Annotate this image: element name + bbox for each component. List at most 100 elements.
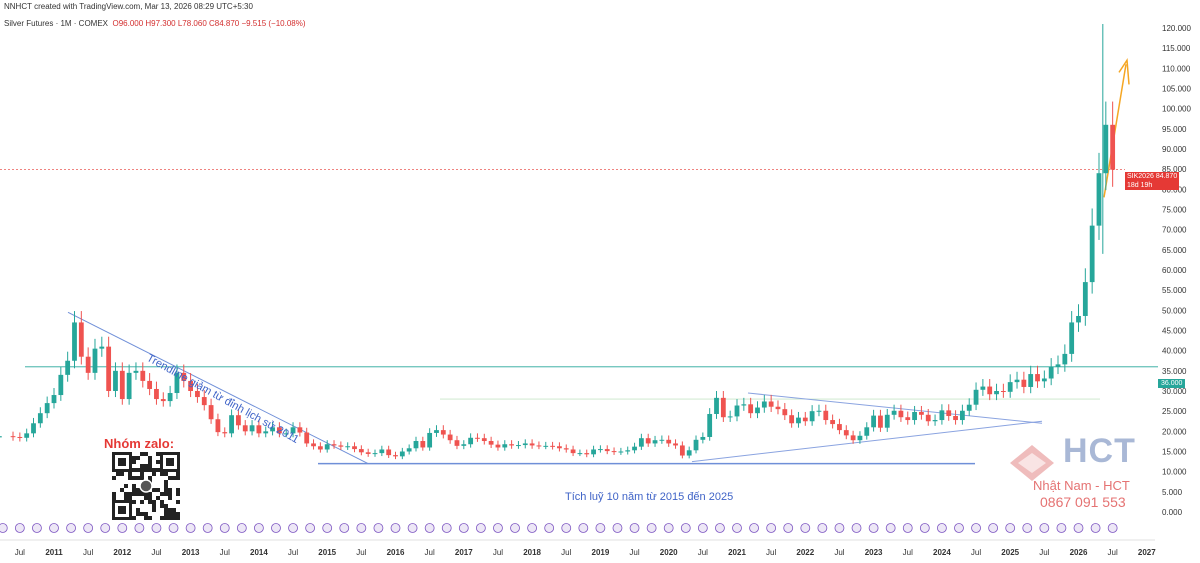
event-marker-icon[interactable] (475, 523, 486, 533)
event-marker-icon[interactable] (783, 523, 794, 533)
candle-body (830, 420, 836, 425)
x-tick-label: 2013 (182, 548, 200, 557)
event-marker-icon[interactable] (168, 523, 179, 533)
event-marker-icon[interactable] (544, 523, 555, 533)
event-marker-icon[interactable] (66, 523, 76, 533)
event-marker-icon[interactable] (100, 523, 111, 533)
candle-body (10, 436, 16, 438)
event-marker-icon[interactable] (885, 523, 896, 533)
event-marker-icon[interactable] (322, 523, 333, 533)
event-marker-icon[interactable] (373, 523, 384, 533)
event-marker-icon[interactable] (919, 523, 930, 533)
event-marker-icon[interactable] (117, 523, 128, 533)
event-marker-icon[interactable] (14, 523, 25, 533)
event-marker-icon[interactable] (680, 523, 691, 533)
event-marker-icon[interactable] (407, 523, 418, 533)
event-marker-icon[interactable] (458, 523, 469, 533)
event-marker-icon[interactable] (527, 523, 537, 533)
event-marker-icon[interactable] (236, 523, 247, 533)
event-marker-icon[interactable] (424, 523, 435, 533)
event-marker-icon[interactable] (629, 523, 640, 533)
event-marker-icon[interactable] (356, 523, 367, 533)
event-marker-icon[interactable] (32, 523, 42, 533)
event-marker-icon[interactable] (271, 523, 281, 533)
event-marker-icon[interactable] (971, 523, 981, 533)
y-tick-label: 15.000 (1162, 448, 1187, 457)
event-marker-icon[interactable] (493, 523, 503, 533)
event-marker-icon[interactable] (219, 523, 230, 533)
candle-body (181, 372, 187, 381)
event-marker-icon[interactable] (697, 523, 708, 533)
event-marker-icon[interactable] (954, 523, 964, 533)
candle-body (802, 417, 808, 422)
candle-body (775, 406, 781, 410)
event-marker-icon[interactable] (851, 523, 862, 533)
triangle-lower-line (691, 420, 1043, 463)
event-marker-icon[interactable] (253, 523, 264, 533)
event-marker-icon[interactable] (1005, 523, 1016, 533)
candle-body (65, 360, 71, 375)
y-tick-label: 50.000 (1162, 306, 1187, 315)
candle-body (215, 419, 221, 433)
event-marker-icon[interactable] (937, 523, 947, 533)
y-tick-label: 25.000 (1162, 407, 1187, 416)
event-marker-icon[interactable] (1090, 523, 1101, 533)
event-marker-icon[interactable] (646, 523, 657, 533)
event-marker-icon[interactable] (561, 523, 572, 533)
candle-body (919, 411, 924, 415)
event-marker-icon[interactable] (766, 523, 777, 533)
event-marker-icon[interactable] (151, 523, 162, 533)
event-marker-icon[interactable] (1022, 523, 1033, 533)
event-marker-icon[interactable] (595, 523, 606, 533)
x-tick-label: Jul (1108, 548, 1118, 557)
event-marker-icon[interactable] (902, 523, 913, 533)
x-tick-label: Jul (356, 548, 366, 557)
event-marker-icon[interactable] (202, 523, 213, 533)
x-tick-label: 2025 (1001, 548, 1019, 557)
event-marker-icon[interactable] (49, 523, 59, 533)
event-marker-icon[interactable] (800, 523, 811, 533)
event-marker-icon[interactable] (1073, 523, 1084, 533)
event-marker-icon[interactable] (834, 523, 845, 533)
candle-body (598, 449, 603, 451)
event-marker-icon[interactable] (612, 523, 623, 533)
candle-body (1096, 173, 1102, 226)
candle-body (0, 436, 2, 438)
event-marker-icon[interactable] (578, 523, 589, 533)
event-marker-icon[interactable] (185, 523, 196, 533)
candle-body (604, 449, 610, 452)
event-marker-icon[interactable] (1039, 523, 1050, 533)
event-marker-icon[interactable] (390, 523, 401, 533)
event-marker-icon[interactable] (134, 523, 145, 533)
event-marker-icon[interactable] (715, 523, 725, 533)
event-marker-icon[interactable] (305, 523, 316, 533)
candle-body (761, 401, 767, 408)
candle-body (966, 404, 972, 411)
candle-body (229, 415, 234, 434)
chart-credit: NNHCT created with TradingView.com, Mar … (4, 2, 253, 11)
candle-body (379, 449, 385, 454)
event-marker-icon[interactable] (1107, 523, 1118, 533)
candle-body (618, 451, 624, 453)
y-tick-label: 0.000 (1162, 508, 1183, 517)
x-tick-label: Jul (425, 548, 435, 557)
event-marker-icon[interactable] (732, 523, 742, 533)
candle-body (734, 405, 740, 417)
event-marker-icon[interactable] (1056, 523, 1067, 533)
event-marker-icon[interactable] (510, 523, 520, 533)
event-marker-icon[interactable] (749, 523, 759, 533)
event-marker-icon[interactable] (339, 523, 350, 533)
event-marker-icon[interactable] (817, 523, 828, 533)
candle-body (959, 410, 965, 421)
event-marker-icon[interactable] (988, 523, 999, 533)
event-marker-icon[interactable] (0, 523, 8, 533)
candle-body (748, 404, 754, 414)
event-marker-icon[interactable] (288, 523, 298, 533)
event-marker-icon[interactable] (663, 523, 674, 533)
event-marker-icon[interactable] (441, 523, 452, 533)
event-marker-icon[interactable] (83, 523, 94, 533)
event-marker-icon[interactable] (868, 523, 879, 533)
candle-body (283, 433, 289, 435)
candle-body (741, 404, 747, 406)
